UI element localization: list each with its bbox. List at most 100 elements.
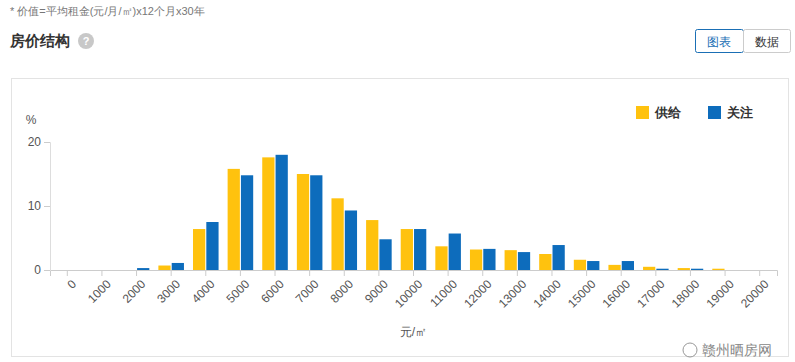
x-tick-label: 11000 [427,277,460,310]
y-tick-mark [44,270,50,271]
bar [483,249,495,270]
y-axis: 01020 [28,135,51,277]
x-tick: 6000 [258,270,287,306]
tab-label[interactable]: 数据 [755,35,779,49]
x-tick-label: 9000 [362,277,391,306]
x-tick-label: 18000 [669,277,703,311]
bar [414,229,426,270]
bar [691,269,703,270]
bar [276,155,288,270]
x-tick-label: 14000 [530,277,564,311]
x-tick-mark [759,270,760,276]
x-axis-title: 元/㎡ [400,325,427,339]
tab-label[interactable]: 图表 [707,35,731,49]
x-tick-label: 3000 [154,277,183,306]
bar [262,157,274,270]
bar [760,270,772,271]
x-tick-label: 1000 [85,277,114,306]
x-tick-mark [655,270,656,276]
y-axis-title: % [26,113,37,127]
bar [158,266,170,270]
x-tick-label: 12000 [461,277,495,311]
x-tick-mark [240,270,241,276]
help-icon-text: ? [83,35,90,47]
x-tick: 2000 [120,270,149,306]
y-axis-line [44,143,51,271]
y-tick-label: 10 [28,199,42,213]
x-tick-label: 6000 [258,277,287,306]
bar [366,220,378,270]
bar [206,222,218,270]
plot-area [137,155,724,270]
bar [401,229,413,270]
y-tick-label: 0 [34,263,41,277]
legend-swatch [708,106,721,119]
bar [449,234,461,270]
watermark: 赣州晒房网 [702,342,772,358]
bar [505,250,517,270]
x-tick-label: 4000 [189,277,218,306]
bar [228,169,240,270]
bar [89,270,101,271]
x-tick-label: 15000 [565,277,599,311]
series [137,155,703,270]
tab-button[interactable] [696,30,744,53]
legend-swatch [636,106,649,119]
watermark-icon [683,343,697,357]
bar [518,252,530,270]
x-tick-mark [136,270,137,276]
x-tick-label: 0 [65,277,80,292]
bar [747,270,759,271]
bar [102,270,114,271]
x-tick: 20000 [738,270,772,311]
x-tick-mark [725,270,726,276]
x-tick: 3000 [154,270,183,306]
x-tick-label: 16000 [600,277,634,311]
x-tick: 10000 [392,270,426,311]
y-tick: 10 [28,199,50,213]
x-axis-line [51,271,778,277]
x-tick-mark [205,270,206,276]
note: * 价值=平均租金(元/月/㎡)x12个月x30年 [10,5,205,17]
x-tick-mark [551,270,552,276]
x-tick: 1000 [85,270,114,306]
bar [435,246,447,270]
x-tick-label: 10000 [392,277,426,311]
bar [470,250,482,270]
x-tick: 13000 [496,270,530,311]
x-tick-label: 8000 [327,277,356,306]
bar [331,198,343,270]
bar [574,260,586,270]
bar [678,268,690,270]
x-tick: 4000 [189,270,218,306]
x-tick: 12000 [461,270,495,311]
page: * 价值=平均租金(元/月/㎡)x12个月x30年房价结构?图表数据010002… [0,0,795,362]
bar [379,239,391,270]
x-tick-mark [517,270,518,276]
bar [726,270,738,271]
bar [587,261,599,270]
y-tick-mark [44,142,50,143]
legend-label: 关注 [726,105,753,120]
help-icon [78,33,94,49]
x-tick: 18000 [669,270,703,311]
x-tick-label: 2000 [120,277,149,306]
bar [55,270,67,271]
x-tick-mark [344,270,345,276]
bar [310,175,322,270]
x-tick-label: 17000 [634,277,668,311]
bar [241,175,253,270]
x-tick: 14000 [530,270,564,311]
x-tick: 15000 [565,270,599,311]
x-tick-mark [448,270,449,276]
legend-label: 供给 [654,105,682,120]
tab-button[interactable] [744,30,791,53]
bar [68,270,80,271]
bar [656,269,668,270]
series [158,157,724,270]
x-tick-mark [171,270,172,276]
x-axis: 0100020003000400050006000700080009000100… [51,270,778,311]
x-tick-mark [621,270,622,276]
x-tick: 8000 [327,270,356,306]
legend: 供给 关注 [636,105,753,120]
